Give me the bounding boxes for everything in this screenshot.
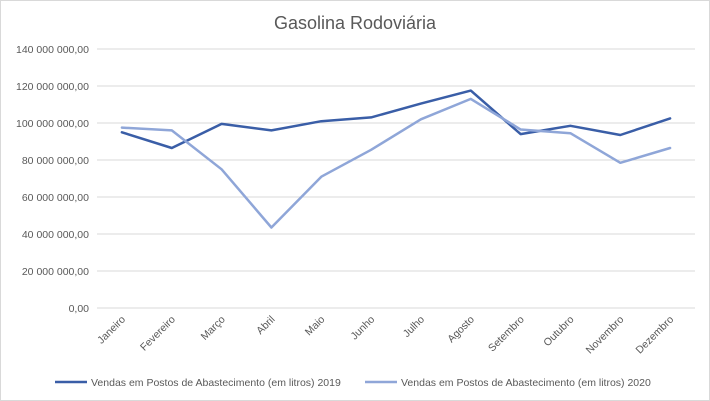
y-tick-label: 20 000 000,00 — [22, 266, 89, 278]
y-tick-label: 60 000 000,00 — [22, 192, 89, 204]
y-tick-label: 140 000 000,00 — [16, 44, 89, 56]
series-lines — [120, 89, 672, 229]
x-tick-label: Agosto — [445, 314, 477, 346]
y-tick-label: 40 000 000,00 — [22, 229, 89, 241]
legend-label: Vendas em Postos de Abastecimento (em li… — [401, 377, 651, 389]
x-tick-label: Fevereiro — [138, 314, 178, 354]
y-tick-label: 80 000 000,00 — [22, 155, 89, 167]
y-tick-label: 100 000 000,00 — [16, 118, 89, 130]
x-tick-label: Julho — [401, 314, 427, 340]
y-tick-label: 120 000 000,00 — [16, 81, 89, 93]
x-tick-label: Junho — [348, 314, 377, 343]
x-tick-label: Novembro — [584, 314, 627, 357]
x-tick-label: Setembro — [486, 314, 527, 355]
x-tick-label: Janeiro — [95, 314, 128, 347]
x-axis-tick-labels: Janeiro Fevereiro Março Abril Maio Junho Julho… — [95, 314, 676, 357]
y-tick-label: 0,00 — [69, 303, 90, 315]
y-axis-tick-labels: 0,00 20 000 000,00 40 000 000,00 60 000 000… — [16, 44, 89, 315]
x-tick-label: Maio — [303, 314, 328, 339]
legend: Vendas em Postos de Abastecimento (em li… — [55, 377, 651, 389]
grid-lines — [97, 48, 695, 309]
legend-label: Vendas em Postos de Abastecimento (em li… — [91, 377, 341, 389]
series-line-1 — [120, 89, 672, 150]
x-tick-label: Outubro — [541, 314, 576, 349]
chart-title: Gasolina Rodoviária — [274, 13, 437, 33]
x-tick-label: Abril — [254, 314, 277, 337]
x-tick-label: Dezembro — [633, 314, 676, 357]
x-tick-label: Março — [199, 314, 228, 343]
series-line-2 — [120, 97, 672, 229]
